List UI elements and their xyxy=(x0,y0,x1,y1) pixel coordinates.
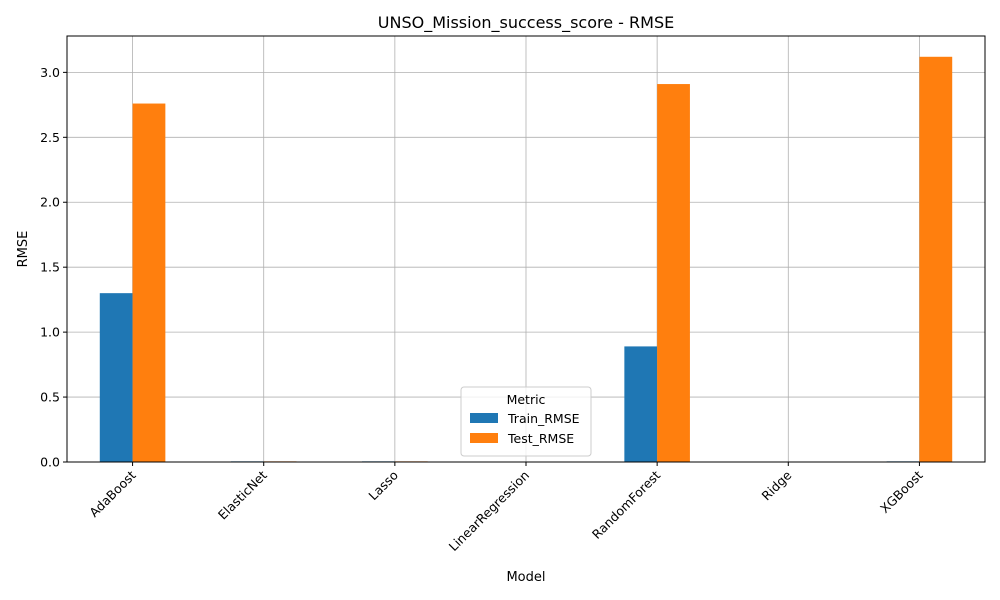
legend-entry-label: Test_RMSE xyxy=(507,431,574,446)
bar-train-rmse xyxy=(99,293,133,462)
x-tick-label: RandomForest xyxy=(589,467,663,541)
bar-test-rmse xyxy=(919,56,953,462)
x-axis-title: Model xyxy=(506,570,545,585)
x-tick-label: ElasticNet xyxy=(215,467,270,522)
x-tick-label: XGBoost xyxy=(877,467,926,516)
chart-title: UNSO_Mission_success_score - RMSE xyxy=(378,13,674,33)
legend-entry-label: Train_RMSE xyxy=(507,411,580,426)
y-tick-label: 3.0 xyxy=(40,65,60,80)
x-tick-label: Ridge xyxy=(759,467,795,503)
bars xyxy=(99,56,953,463)
legend: Metric Train_RMSE Test_RMSE xyxy=(460,386,592,457)
bar-test-rmse xyxy=(132,103,166,462)
legend-title: Metric xyxy=(507,392,546,407)
x-tick-label: Lasso xyxy=(365,468,401,504)
legend-swatch xyxy=(470,433,498,443)
y-axis-title: RMSE xyxy=(16,231,31,268)
y-tick-label: 1.0 xyxy=(40,325,60,340)
y-tick-label: 0.0 xyxy=(40,455,60,470)
legend-swatch xyxy=(470,413,498,423)
x-tick-label: LinearRegression xyxy=(446,468,532,554)
y-tick-label: 1.5 xyxy=(40,260,60,275)
x-tick-label: AdaBoost xyxy=(86,467,139,520)
y-tick-label: 2.0 xyxy=(40,195,60,210)
bar-train-rmse xyxy=(624,346,658,462)
bar-test-rmse xyxy=(657,84,690,463)
y-tick-label: 2.5 xyxy=(40,130,60,145)
y-tick-label: 0.5 xyxy=(40,390,60,405)
axis-ticks: 0.0 0.5 1.0 1.5 2.0 2.5 3.0 AdaBoost ElasticNet L… xyxy=(40,65,926,554)
